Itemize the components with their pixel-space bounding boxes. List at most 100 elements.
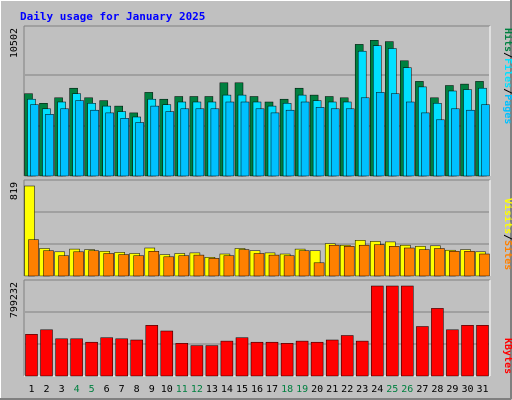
x-tick-label-day-25: 25 [386,384,398,395]
bar-kbytes-day-19 [295,340,309,377]
legend-separator: / [502,52,512,58]
bar-sites-day-24 [374,244,385,277]
bar-pages-day-5 [90,109,99,177]
x-tick-label-day-26: 26 [401,384,413,395]
bar-kbytes-day-22 [340,335,354,377]
x-tick-label-day-16: 16 [251,384,263,395]
bar-sites-day-22 [343,246,355,277]
bar-kbytes-day-10 [160,330,174,377]
y-axis-max-label: 799232 [9,282,20,318]
bar-kbytes-day-1 [25,334,38,377]
legend-item-hits: Hits [502,28,512,52]
x-tick-label-day-9: 9 [149,384,155,395]
bar-kbytes-day-3 [55,338,68,377]
bar-kbytes-day-2 [40,329,53,377]
legend: KBytes [502,338,512,374]
legend-separator: / [502,234,512,240]
bar-kbytes-day-20 [310,341,324,377]
x-tick-label-day-17: 17 [266,384,278,395]
y-axis-max-label: 819 [9,182,20,200]
bar-sites-day-14 [223,255,235,277]
x-tick-label-day-12: 12 [191,384,203,395]
bar-pages-day-8 [135,122,144,177]
bar-sites-day-29 [449,251,460,277]
x-tick-label-day-3: 3 [59,384,65,395]
bar-kbytes-day-5 [85,341,98,377]
bar-kbytes-day-17 [265,341,279,377]
x-tick-label-day-23: 23 [356,384,368,395]
bar-pages-day-24 [376,92,385,177]
bar-sites-day-15 [238,249,250,277]
x-tick-label-day-22: 22 [341,384,353,395]
bar-sites-day-19 [298,250,310,277]
y-axis-max-label: 10502 [9,28,20,58]
x-tick-label-day-1: 1 [28,384,34,395]
bar-sites-day-2 [43,250,54,277]
legend-item-files: Files [502,58,512,88]
bar-sites-day-10 [163,256,175,277]
bar-kbytes-day-15 [235,337,249,377]
legend-item-visits: Visits [502,198,512,234]
x-tick-label-day-14: 14 [221,384,233,395]
x-tick-label-day-24: 24 [371,384,383,395]
legend-separator: / [502,88,512,94]
bar-pages-day-12 [195,108,205,177]
bar-pages-day-20 [315,107,325,177]
bar-pages-day-4 [75,100,84,177]
x-tick-label-day-15: 15 [236,384,248,395]
bar-sites-day-18 [283,255,295,277]
bar-pages-day-11 [180,108,190,177]
bar-sites-day-31 [479,253,490,277]
panel-hits-files-pages: 10502 Hits/Files/Pages [9,25,512,177]
bar-pages-day-15 [240,101,250,177]
bar-sites-day-9 [148,251,160,277]
bar-sites-day-25 [389,246,400,277]
x-tick-label-day-4: 4 [74,384,80,395]
bar-pages-day-21 [330,108,340,177]
bar-sites-day-17 [268,254,280,277]
x-axis-labels: 1 2 3 4 5 6 7 8 9 10 11 12 13 14 15 16 17 18 19 20 21 22 23 24 2… [28,384,488,395]
x-tick-label-day-7: 7 [119,384,125,395]
bar-pages-day-9 [150,105,160,177]
x-tick-label-day-5: 5 [89,384,95,395]
bar-pages-day-6 [105,112,114,177]
bar-kbytes-day-26 [401,285,414,377]
x-tick-label-day-10: 10 [161,384,173,395]
bar-kbytes-day-4 [70,338,83,377]
bar-kbytes-day-14 [220,340,234,377]
bar-pages-day-27 [421,112,430,177]
panel-kbytes: 799232 KBytes [9,279,512,377]
x-tick-label-day-11: 11 [176,384,188,395]
bar-kbytes-day-21 [325,339,339,377]
chart-panels: 10502 Hits/Files/Pages819Visits/Sites7992… [9,25,512,395]
bar-sites-day-30 [464,251,475,277]
bar-kbytes-day-25 [386,285,399,377]
bar-pages-day-7 [120,118,129,177]
bar-pages-day-1 [30,104,39,177]
legend-item-pages: Pages [502,94,512,124]
bar-pages-day-22 [345,108,355,177]
bar-sites-day-13 [208,258,220,277]
bar-kbytes-day-9 [145,325,159,377]
bar-kbytes-day-6 [100,337,113,377]
legend-item-kbytes: KBytes [502,338,512,374]
bar-kbytes-day-31 [476,325,489,377]
bar-pages-day-29 [451,108,460,177]
bar-pages-day-18 [285,109,295,177]
x-tick-label-day-2: 2 [43,384,49,395]
bar-sites-day-5 [88,250,99,277]
bar-kbytes-day-18 [280,343,294,377]
bar-pages-day-3 [60,108,69,177]
x-tick-label-day-30: 30 [461,384,473,395]
x-tick-label-day-18: 18 [281,384,293,395]
bar-kbytes-day-30 [461,325,474,377]
bar-sites-day-4 [73,251,84,277]
bar-pages-day-28 [436,119,445,177]
bar-kbytes-day-24 [371,285,384,377]
bar-pages-day-23 [360,97,370,177]
bar-pages-day-2 [45,114,54,177]
bar-kbytes-day-8 [130,339,143,377]
x-tick-label-day-28: 28 [431,384,443,395]
